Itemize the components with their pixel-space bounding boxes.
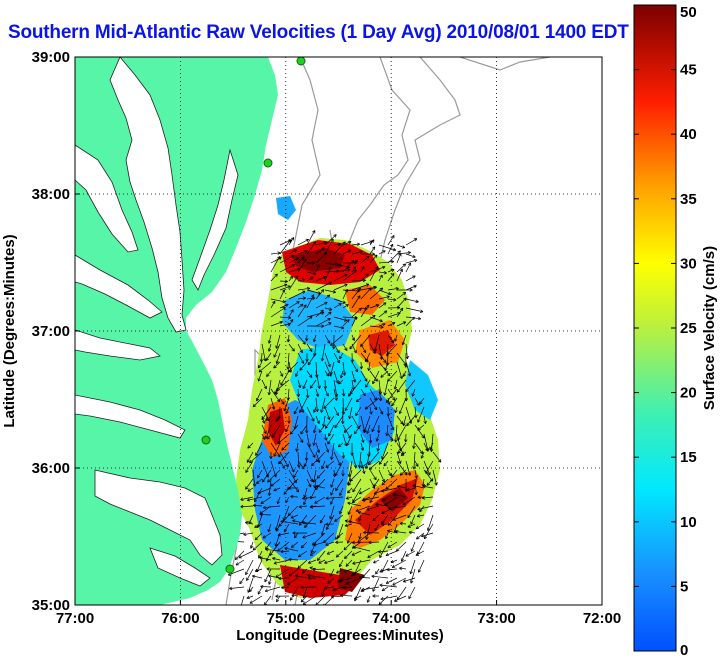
y-tick-label: 37:00 [32,323,70,340]
colorbar-tick-label: 20 [680,385,697,402]
x-tick-label: 77:00 [56,610,94,627]
colorbar-tick-label: 50 [680,4,697,21]
x-tick-label: 75:00 [267,610,305,627]
colorbar-tick-label: 10 [680,514,697,531]
x-tick-label: 76:00 [161,610,199,627]
colorbar-tick-label: 0 [680,642,688,659]
station-marker [296,57,306,66]
x-tick-label: 72:00 [583,610,621,627]
y-tick-label: 39:00 [32,49,70,66]
colorbar-tick-label: 25 [680,320,697,337]
velocity-arrows [227,230,442,605]
colorbar-tick-label: 45 [680,62,697,79]
map-grid [75,57,602,605]
x-axis-label: Longitude (Degrees:Minutes) [236,627,444,644]
y-tick-label: 35:00 [32,597,70,614]
station-marker [201,435,211,445]
station-marker [263,158,273,168]
y-axis-ticks: 39:00 38:00 37:00 36:00 35:00 [32,49,80,614]
colorbar-tick-label: 5 [680,578,688,595]
y-tick-label: 36:00 [32,460,70,477]
colorbar-tick-label: 35 [680,191,697,208]
velocity-field [236,196,440,598]
map-title: Southern Mid-Atlantic Raw Velocities (1 … [8,22,629,43]
station-marker [225,564,235,574]
colorbar-tick-label: 30 [680,255,697,272]
colorbar-tick-label: 15 [680,449,697,466]
colorbar [633,4,677,652]
y-axis-label: Latitude (Degrees:Minutes) [1,234,18,427]
x-axis-ticks: 77:00 76:00 75:00 74:00 73:00 72:00 [56,600,621,627]
colorbar-tick-label: 40 [680,126,697,143]
y-tick-label: 38:00 [32,186,70,203]
colorbar-label: Surface Velocity (cm/s) [701,246,718,410]
inland-water [75,57,239,587]
x-tick-label: 73:00 [477,610,515,627]
hf-radar-stations [201,57,306,574]
x-tick-label: 74:00 [372,610,410,627]
